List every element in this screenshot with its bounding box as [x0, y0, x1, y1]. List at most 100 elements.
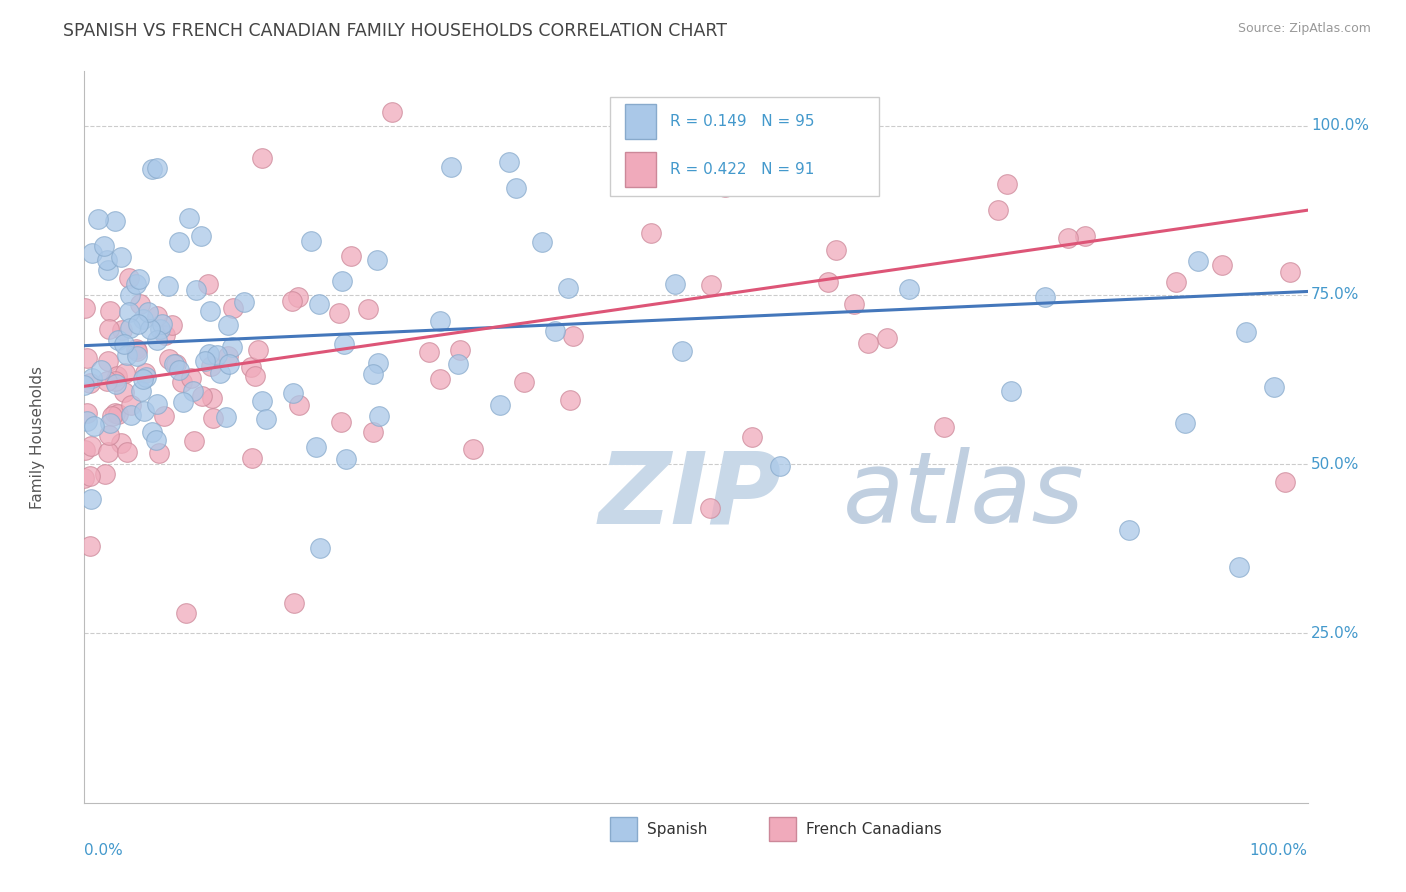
Point [1118, 523, 1140, 537]
Point [172, 394, 194, 409]
Point [440, 160, 463, 174]
Point [447, 358, 470, 372]
Point [181, 384, 204, 398]
Point [134, 404, 156, 418]
Point [513, 375, 536, 389]
Point [79, 468, 101, 483]
Point [330, 275, 353, 289]
Point [96, 374, 118, 388]
Point [115, 445, 138, 459]
Bar [610, 817, 637, 841]
Point [146, 333, 169, 347]
Point [129, 296, 152, 310]
Point [118, 305, 141, 319]
Point [330, 415, 353, 429]
Point [110, 250, 132, 264]
Point [987, 203, 1010, 218]
Point [160, 318, 183, 332]
Point [149, 322, 172, 336]
Point [560, 392, 582, 407]
Point [308, 541, 330, 555]
Point [146, 309, 169, 323]
Point [190, 228, 212, 243]
Point [97, 354, 120, 368]
Point [90, 363, 112, 377]
Point [79, 376, 101, 390]
Point [557, 281, 579, 295]
Text: 100.0%: 100.0% [1312, 118, 1369, 133]
Point [664, 277, 686, 291]
Point [232, 295, 254, 310]
Point [118, 288, 141, 302]
Point [366, 252, 388, 267]
Point [118, 321, 141, 335]
Point [505, 181, 527, 195]
Point [125, 342, 148, 356]
Point [1211, 258, 1233, 272]
Point [114, 366, 136, 380]
Point [120, 398, 142, 412]
Point [222, 301, 245, 315]
Text: atlas: atlas [842, 447, 1084, 544]
Point [194, 354, 217, 368]
Point [112, 385, 135, 400]
Point [136, 305, 159, 319]
Point [340, 249, 363, 263]
Point [197, 277, 219, 291]
Point [93, 239, 115, 253]
FancyBboxPatch shape [610, 97, 880, 195]
Point [876, 331, 898, 345]
Point [1263, 380, 1285, 394]
Point [714, 180, 737, 194]
Point [156, 279, 179, 293]
Point [1278, 265, 1301, 279]
Point [202, 410, 225, 425]
Point [146, 397, 169, 411]
Text: 75.0%: 75.0% [1312, 287, 1360, 302]
Point [640, 226, 662, 240]
Point [135, 370, 157, 384]
Point [97, 321, 120, 335]
Point [247, 343, 270, 357]
Point [98, 303, 121, 318]
Point [205, 348, 228, 362]
Point [200, 359, 222, 373]
Point [250, 151, 273, 165]
Point [1000, 384, 1022, 398]
Point [305, 440, 328, 454]
Point [898, 282, 921, 296]
Point [128, 272, 150, 286]
Point [104, 376, 127, 391]
Point [82, 246, 104, 260]
Point [159, 351, 181, 366]
Point [531, 235, 554, 250]
Point [1074, 228, 1097, 243]
Point [333, 336, 356, 351]
Point [201, 392, 224, 406]
Point [335, 451, 357, 466]
Text: R = 0.422   N = 91: R = 0.422 N = 91 [671, 161, 814, 177]
Point [87, 211, 110, 226]
Point [125, 277, 148, 291]
Point [288, 398, 311, 412]
Point [141, 425, 163, 439]
Point [209, 366, 232, 380]
Point [114, 336, 136, 351]
Point [221, 340, 243, 354]
Point [489, 398, 512, 412]
Point [741, 430, 763, 444]
Point [103, 374, 125, 388]
Point [328, 305, 350, 319]
Point [145, 433, 167, 447]
Point [283, 385, 305, 400]
Point [283, 596, 305, 610]
Point [98, 416, 121, 430]
Point [105, 368, 128, 383]
Point [842, 297, 865, 311]
Point [127, 317, 149, 331]
Point [80, 371, 103, 385]
Text: R = 0.149   N = 95: R = 0.149 N = 95 [671, 114, 815, 129]
Point [73, 378, 96, 392]
Point [73, 471, 96, 485]
Point [243, 369, 266, 384]
